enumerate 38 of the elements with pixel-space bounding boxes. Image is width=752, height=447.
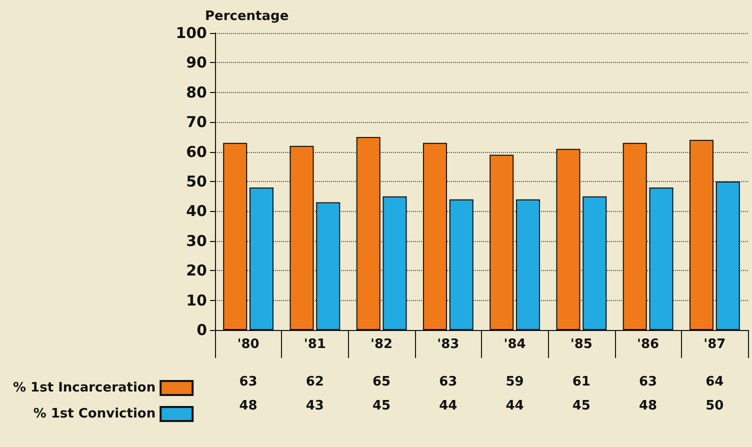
y-tick-label: 30 xyxy=(186,232,207,250)
data-label: 65 xyxy=(372,374,391,390)
data-label: 59 xyxy=(506,374,524,390)
y-tick-label: 90 xyxy=(186,54,207,72)
y-tick-label: 50 xyxy=(186,172,207,190)
y-tick-label: 60 xyxy=(186,142,207,161)
y-tick-label: 0 xyxy=(196,321,207,339)
x-tick-label: '80 xyxy=(237,337,260,352)
x-tick-label: '87 xyxy=(704,337,726,352)
y-axis-title: Percentage xyxy=(205,9,289,24)
data-label: 44 xyxy=(439,398,458,414)
x-tick-label: '83 xyxy=(437,337,460,352)
x-tick-label: '81 xyxy=(304,337,326,352)
y-tick-label: 20 xyxy=(186,262,207,280)
data-label: 48 xyxy=(239,398,258,414)
y-tick-label: 80 xyxy=(186,83,207,102)
y-tick-label: 70 xyxy=(186,113,207,132)
x-tick-label: '84 xyxy=(504,337,526,352)
y-tick-label: 10 xyxy=(186,291,207,310)
data-label: 44 xyxy=(506,398,524,414)
x-tick-label: '82 xyxy=(370,337,393,352)
data-label: 50 xyxy=(706,398,724,414)
data-label: 61 xyxy=(572,374,590,390)
x-tick-label: '86 xyxy=(637,337,660,352)
data-label: 62 xyxy=(306,374,324,390)
data-label: 63 xyxy=(639,374,658,390)
data-label: 43 xyxy=(306,398,324,414)
y-tick-label: 100 xyxy=(176,24,207,42)
y-tick-label: 40 xyxy=(186,202,207,220)
data-label: 45 xyxy=(572,398,590,414)
legend-label: % 1st Conviction xyxy=(33,406,156,422)
data-label: 63 xyxy=(439,374,458,390)
data-label: 63 xyxy=(239,374,258,390)
legend-label: % 1st Incarceration xyxy=(12,380,156,396)
data-label: 48 xyxy=(639,398,658,414)
data-label: 64 xyxy=(706,374,724,390)
x-tick-label: '85 xyxy=(570,337,592,352)
data-label: 45 xyxy=(372,398,391,414)
